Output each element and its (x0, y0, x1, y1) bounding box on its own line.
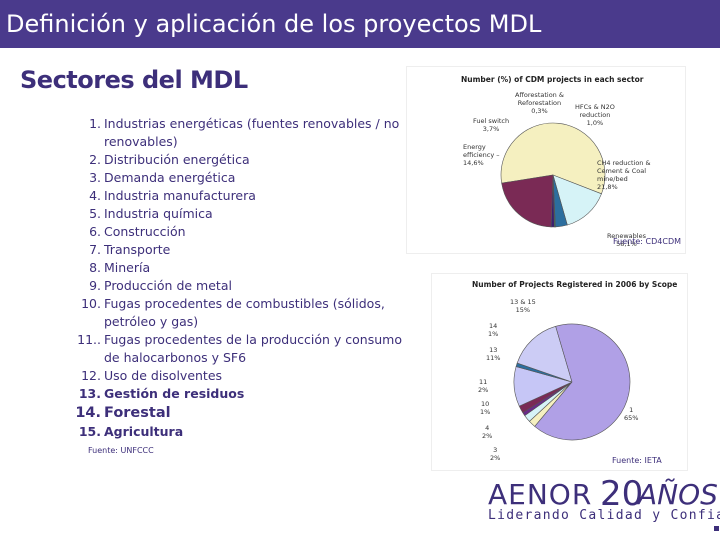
chart-label: Afforestation & Reforestation 0,3% (515, 91, 564, 115)
chart-label: 13 & 15 15% (510, 298, 536, 314)
list-item: 10. Fugas procedentes de combustibles (só… (81, 296, 385, 329)
sector-list: 1. Industrias energéticas (fuentes renova… (72, 115, 412, 441)
chart-label: Fuel switch 3,7% (473, 117, 510, 133)
aenor-logo: AENOR 20 AÑOS Liderando Calidad y Confia… (488, 474, 720, 540)
list-item: 4. Industria manufacturera (89, 188, 256, 203)
pie-slice-ch4-reduction-cement-coal-mine-bed (501, 174, 554, 228)
pie-slice-renewables (500, 122, 606, 195)
list-item: 5. Industria química (89, 206, 213, 221)
chart-label: Renewables 58,1% (607, 232, 646, 248)
list-item: 15. Agricultura (78, 424, 184, 439)
logo-20-text: 20 (600, 474, 644, 514)
logo-years-text: AÑOS (638, 478, 718, 511)
cdm-sector-chart: Number (%) of CDM projects in each secto… (406, 66, 686, 254)
list-item: 7. Transporte (89, 242, 171, 257)
list-item: 1. Industrias energéticas (fuentes renova… (89, 116, 400, 149)
chart-label: 11 2% (478, 378, 489, 394)
chart-label: 10 1% (480, 400, 491, 416)
source-cd4cdm: Fuente: CD4CDM (613, 237, 682, 246)
list-item: 11.. Fugas procedentes de la producción y… (77, 332, 402, 365)
logo-dot (714, 526, 719, 531)
cdm-sector-pie (500, 122, 606, 228)
list-item: 14. Forestal (75, 405, 171, 421)
chart-label: 1 65% (624, 406, 639, 422)
pie-slice-13-15 (516, 325, 573, 383)
registered-projects-chart: Number of Projects Registered in 2006 by… (431, 273, 688, 471)
list-item: 13. Gestión de residuos (78, 386, 245, 401)
list-item: 9. Producción de metal (89, 278, 232, 293)
list-item: 3. Demanda energética (89, 170, 236, 185)
chart-label: 3 2% (490, 446, 501, 462)
chart-label: Energy efficiency – 14,6% (463, 143, 500, 167)
section-subtitle: Sectores del MDL (20, 66, 248, 94)
chart-label: 13 11% (486, 346, 501, 362)
chart-title: Number (%) of CDM projects in each secto… (461, 75, 644, 84)
chart-label: CH4 reduction & Cement & Coal mine/bed 2… (597, 159, 651, 191)
chart-title: Number of Projects Registered in 2006 by… (472, 280, 678, 289)
pie-slice-1 (534, 323, 631, 441)
logo-tagline: Liderando Calidad y Confianza (488, 508, 720, 523)
chart-label: HFCs & N2O reduction 1,0% (575, 103, 615, 127)
list-item: 6. Construcción (89, 224, 186, 239)
registered-projects-pie (513, 323, 631, 441)
list-item: 8. Minería (89, 260, 151, 275)
chart-label: 14 1% (488, 322, 499, 338)
slide-title: Definición y aplicación de los proyectos… (0, 0, 720, 48)
source-unfccc: Fuente: UNFCCC (88, 446, 154, 455)
list-item: 12. Uso de disolventes (81, 368, 223, 383)
source-ieta: Fuente: IETA (612, 456, 662, 465)
chart-label: 4 2% (482, 424, 493, 440)
list-item: 2. Distribución energética (89, 152, 250, 167)
logo-aenor-text: AENOR (488, 478, 593, 511)
